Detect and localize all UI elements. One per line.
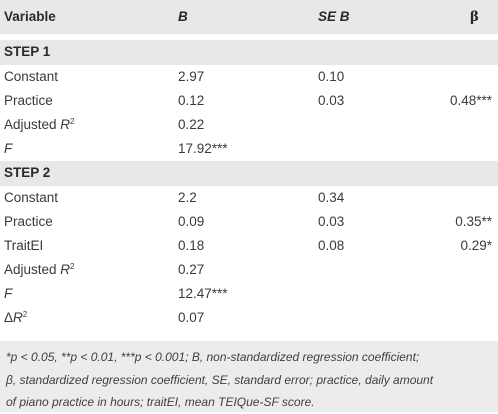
table-row: F 12.47*** — [0, 282, 498, 306]
variable-prefix: Adjusted — [4, 117, 61, 132]
row-variable: Practice — [4, 93, 53, 108]
table-row: Constant 2.97 0.10 — [0, 65, 498, 89]
row-se-b: 0.03 — [318, 93, 345, 108]
row-b: 0.07 — [178, 310, 205, 325]
row-beta: 0.35** — [455, 214, 492, 229]
table-footnote: *p < 0.05, **p < 0.01, ***p < 0.001; B, … — [0, 341, 498, 412]
row-b: 0.18 — [178, 238, 205, 253]
variable-superscript: 2 — [70, 117, 75, 126]
table-row: ΔR2 0.07 — [0, 306, 498, 330]
row-b: 17.92*** — [178, 141, 228, 156]
variable-italic: R — [13, 310, 23, 325]
row-beta: 0.29* — [460, 238, 492, 253]
header-b: B — [178, 9, 188, 24]
step-2-title: STEP 2 — [4, 165, 51, 180]
row-se-b: 0.03 — [318, 214, 345, 229]
table-header-row: Variable B SE B β — [0, 0, 498, 34]
row-beta: 0.48*** — [449, 93, 492, 108]
footnote-line-3: of piano practice in hours; traitEI, mea… — [6, 395, 315, 409]
variable-prefix: Adjusted — [4, 262, 61, 277]
row-b: 0.12 — [178, 93, 205, 108]
variable-italic: R — [60, 117, 71, 132]
row-b: 0.09 — [178, 214, 205, 229]
row-variable: Adjusted R2 — [4, 262, 75, 277]
table-row: TraitEI 0.18 0.08 0.29* — [0, 234, 498, 258]
row-se-b: 0.34 — [318, 190, 345, 205]
regression-table: Variable B SE B β STEP 1 Constant 2.97 0… — [0, 0, 498, 330]
step-1-header: STEP 1 — [0, 40, 498, 65]
row-b: 0.27 — [178, 262, 205, 277]
table-row: Practice 0.12 0.03 0.48*** — [0, 89, 498, 113]
row-variable: F — [4, 286, 13, 301]
row-variable: ΔR2 — [4, 310, 27, 325]
variable-prefix: Δ — [4, 310, 14, 325]
row-variable: Adjusted R2 — [4, 117, 75, 132]
row-se-b: 0.08 — [318, 238, 345, 253]
footnote-line-1: *p < 0.05, **p < 0.01, ***p < 0.001; B, … — [6, 350, 420, 364]
variable-italic: R — [60, 262, 71, 277]
row-variable: TraitEI — [4, 238, 44, 253]
step-1-title: STEP 1 — [4, 44, 51, 59]
header-se-b: SE B — [318, 9, 350, 24]
table-row: Practice 0.09 0.03 0.35** — [0, 210, 498, 234]
row-se-b: 0.10 — [318, 69, 345, 84]
row-variable: Practice — [4, 214, 53, 229]
header-variable: Variable — [4, 9, 56, 24]
table-row: F 17.92*** — [0, 137, 498, 161]
row-b: 2.97 — [178, 69, 205, 84]
variable-superscript: 2 — [22, 310, 28, 319]
footnote-line-2: β, standardized regression coefficient, … — [6, 372, 434, 387]
row-b: 2.2 — [178, 190, 197, 205]
row-variable: F — [4, 141, 13, 156]
row-variable: Constant — [4, 190, 59, 205]
table-row: Adjusted R2 0.27 — [0, 258, 498, 282]
header-beta: β — [470, 9, 479, 25]
table-row: Constant 2.2 0.34 — [0, 186, 498, 210]
row-b: 0.22 — [178, 117, 205, 132]
table-row: Adjusted R2 0.22 — [0, 113, 498, 137]
row-variable: Constant — [4, 69, 59, 84]
variable-superscript: 2 — [70, 262, 75, 271]
row-b: 12.47*** — [178, 286, 228, 301]
step-2-header: STEP 2 — [0, 161, 498, 186]
